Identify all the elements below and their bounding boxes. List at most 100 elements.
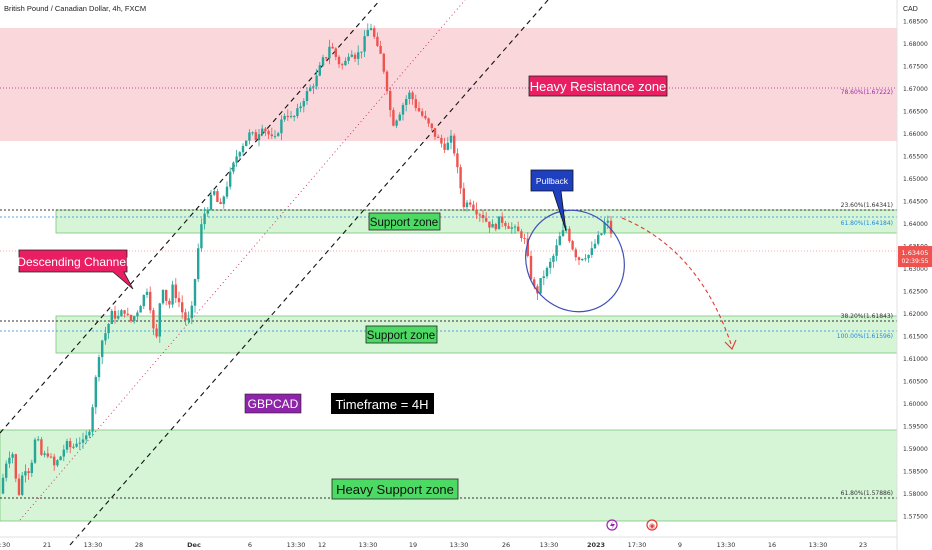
candle-body [145, 291, 149, 295]
candle-body [104, 333, 107, 341]
time-tick-label: 17:30 [628, 541, 647, 549]
price-tick-label: 1.65500 [903, 154, 928, 161]
candle-body [385, 71, 389, 91]
candle-body [456, 153, 459, 168]
candle-body [238, 152, 241, 157]
economic-event-icon[interactable] [646, 519, 658, 531]
candle-body [1, 477, 5, 494]
candle-body [289, 116, 293, 118]
time-axis[interactable]: :30 21 13:30 28 Dec 6 13:30 12 13:30 19 13:30 26 13:… [0, 541, 867, 549]
time-tick-label: 13:30 [540, 541, 559, 549]
candle-body [270, 134, 273, 137]
time-tick-label: 13:30 [717, 541, 736, 549]
candle-body [193, 279, 197, 306]
pullback-label: Pullback [536, 176, 569, 186]
candle-body [584, 258, 587, 260]
candle-body [485, 218, 488, 222]
candle-body [174, 284, 177, 299]
timeframe-tag-box [331, 393, 434, 414]
candle-body [501, 216, 504, 223]
candle-body [558, 236, 561, 246]
fib-label-236: 23.60%(1.64341) [841, 202, 893, 209]
heavy-support-label: Heavy Support zone [336, 482, 454, 497]
candle-body [78, 442, 81, 444]
candle-body [529, 256, 533, 280]
candle-body [408, 92, 411, 100]
support-lower-label-box [365, 325, 438, 344]
support-upper-label: Support zone [370, 217, 438, 229]
candle-body [299, 106, 302, 109]
candle-body [417, 108, 421, 112]
candle-body [280, 119, 283, 134]
candle-body [33, 439, 37, 463]
candle-body [469, 202, 472, 205]
candle-body [136, 312, 139, 317]
candle-body [209, 194, 213, 210]
candle-body [603, 222, 606, 234]
candle-body [94, 377, 97, 408]
candle-body [129, 314, 133, 322]
candle-body [568, 228, 571, 242]
price-tick-label: 1.67000 [903, 86, 928, 93]
candle-body [334, 48, 337, 57]
candle-body [504, 222, 507, 227]
candle-body [536, 286, 539, 294]
candle-body [523, 238, 526, 240]
candle-body [40, 439, 43, 455]
candle-body [574, 249, 577, 258]
candle-body [213, 191, 216, 195]
candle-body [366, 30, 369, 37]
candle-body [11, 454, 14, 458]
candle-body [590, 248, 593, 255]
resistance-label-box [528, 75, 668, 97]
candle-body [321, 57, 325, 66]
candle-body [277, 133, 280, 136]
candle-body [5, 463, 8, 478]
economic-event-glyph: ◉ [649, 522, 655, 530]
price-tick-label: 1.68500 [903, 19, 928, 26]
price-tick-label: 1.64000 [903, 221, 928, 228]
candle-body [488, 221, 491, 228]
candle-body [302, 100, 305, 107]
candle-body [497, 216, 501, 230]
candle-body [261, 128, 264, 135]
time-tick-label: :30 [0, 541, 10, 549]
candle-body [443, 143, 446, 150]
candle-body [110, 310, 113, 324]
candle-body [552, 255, 555, 262]
candle-body [305, 91, 309, 101]
time-tick-label: 13:30 [809, 541, 828, 549]
candle-body [430, 123, 433, 129]
candle-body [216, 191, 219, 202]
symbol-title: British Pound / Canadian Dollar, 4h, FXC… [4, 4, 146, 13]
candle-body [414, 99, 417, 109]
price-axis[interactable]: 1.68500 1.68000 1.67500 1.67000 1.66500 1.660… [903, 19, 928, 521]
candle-body [382, 53, 385, 72]
time-tick-label: 13:30 [287, 541, 306, 549]
symbol-tag: GBPCAD [248, 397, 299, 411]
candle-body [421, 111, 424, 116]
candle-body [341, 64, 344, 66]
candle-body [363, 36, 366, 52]
price-tick-label: 1.58500 [903, 469, 928, 476]
candle-body [177, 298, 181, 303]
time-tick-label: 12 [318, 541, 326, 549]
candle-body [241, 146, 245, 153]
candle-body [232, 162, 235, 172]
candle-body [411, 92, 414, 100]
time-tick-label: 13:30 [359, 541, 378, 549]
candle-body [475, 209, 478, 215]
candle-body [225, 186, 229, 197]
candle-body [318, 65, 321, 76]
candle-body [309, 87, 312, 92]
fib-label-786: 78.60%(1.67222) [841, 89, 893, 96]
candle-body [126, 313, 129, 315]
candle-body [56, 460, 59, 466]
candle-body [123, 310, 126, 314]
candle-body [24, 471, 27, 476]
price-tick-label: 1.60500 [903, 379, 928, 386]
support-upper-label-box [368, 212, 441, 231]
lightning-icon [610, 521, 615, 530]
candle-body [155, 328, 158, 337]
